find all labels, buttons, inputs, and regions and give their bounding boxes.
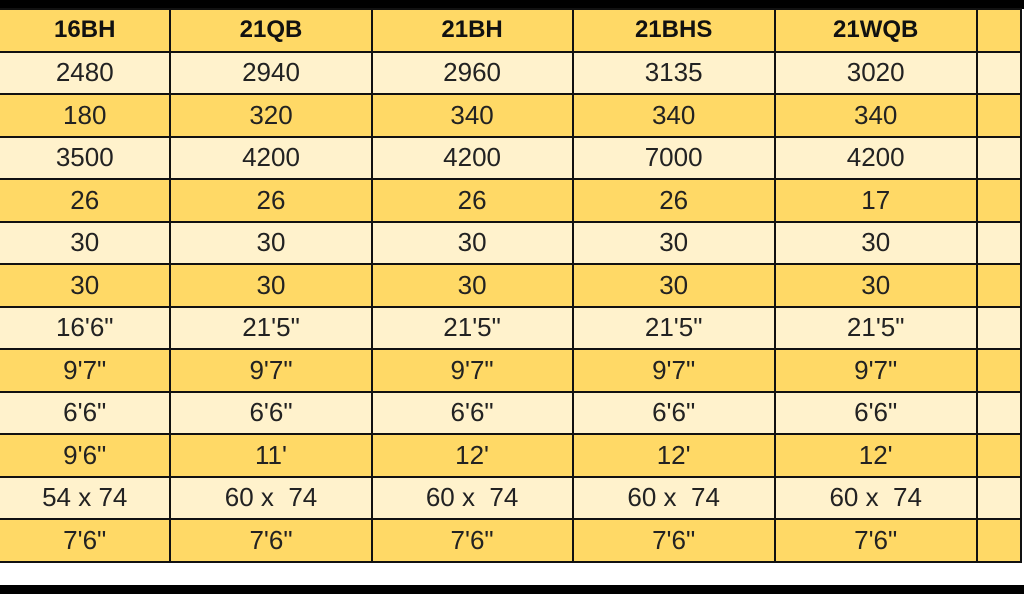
table-cell <box>975 348 1023 393</box>
table-cell: 12' <box>773 433 978 478</box>
table-cell: 7'6" <box>0 518 172 563</box>
table-cell: 30 <box>0 220 172 265</box>
table-cell: 26 <box>571 178 776 223</box>
table-cell: 340 <box>370 93 574 138</box>
table-cell: 30 <box>773 263 978 308</box>
table-cell <box>975 50 1023 95</box>
table-cell: 30 <box>169 263 373 308</box>
table-cell: 3020 <box>773 50 978 95</box>
table-row: 9'6" 11' 12' 12' 12' <box>0 433 1023 478</box>
table-cell: 3500 <box>0 135 172 180</box>
table-cell: 26 <box>370 178 574 223</box>
table-cell: 60 x 74 <box>773 475 978 520</box>
table-row: 6'6" 6'6" 6'6" 6'6" 6'6" <box>0 390 1023 435</box>
column-header: 21QB <box>169 8 373 53</box>
table-cell: 7'6" <box>169 518 373 563</box>
table-cell: 26 <box>0 178 172 223</box>
table-cell: 9'6" <box>0 433 172 478</box>
table-cell: 30 <box>169 220 373 265</box>
table-row: 9'7" 9'7" 9'7" 9'7" 9'7" <box>0 348 1023 393</box>
table-row: 30 30 30 30 30 <box>0 263 1023 308</box>
bottom-border <box>0 585 1024 594</box>
table-cell: 7'6" <box>370 518 574 563</box>
table-cell: 30 <box>571 263 776 308</box>
table-row: 7'6" 7'6" 7'6" 7'6" 7'6" <box>0 518 1023 563</box>
table-cell: 9'7" <box>773 348 978 393</box>
table-cell: 30 <box>0 263 172 308</box>
table-cell <box>975 135 1023 180</box>
table-cell: 7000 <box>571 135 776 180</box>
table-row: 16'6" 21'5" 21'5" 21'5" 21'5" <box>0 305 1023 350</box>
table-cell: 9'7" <box>571 348 776 393</box>
table-cell <box>975 518 1023 563</box>
table-cell: 9'7" <box>0 348 172 393</box>
table-cell: 9'7" <box>370 348 574 393</box>
table-cell: 30 <box>773 220 978 265</box>
column-header <box>975 8 1023 53</box>
table-cell: 4200 <box>169 135 373 180</box>
table-cell: 12' <box>370 433 574 478</box>
table-cell: 60 x 74 <box>370 475 574 520</box>
table-cell: 7'6" <box>773 518 978 563</box>
column-header: 21BHS <box>571 8 776 53</box>
table-cell: 2480 <box>0 50 172 95</box>
table-cell: 6'6" <box>571 390 776 435</box>
table-cell: 30 <box>571 220 776 265</box>
table-cell: 30 <box>370 220 574 265</box>
table-cell: 21'5" <box>370 305 574 350</box>
table-cell: 4200 <box>773 135 978 180</box>
spec-table: 16BH 21QB 21BH 21BHS 21WQB 2480 2940 2960 3135 3… <box>0 8 1023 563</box>
table-cell <box>975 263 1023 308</box>
table-cell: 30 <box>370 263 574 308</box>
table-cell: 54 x 74 <box>0 475 172 520</box>
table-cell: 6'6" <box>169 390 373 435</box>
table-cell: 12' <box>571 433 776 478</box>
table-cell: 4200 <box>370 135 574 180</box>
table-cell: 6'6" <box>370 390 574 435</box>
table-cell: 180 <box>0 93 172 138</box>
column-header: 16BH <box>0 8 172 53</box>
table-cell <box>975 220 1023 265</box>
table-cell <box>975 305 1023 350</box>
table-cell: 21'5" <box>571 305 776 350</box>
table-row: 2480 2940 2960 3135 3020 <box>0 50 1023 95</box>
table-cell <box>975 433 1023 478</box>
table-row: 30 30 30 30 30 <box>0 220 1023 265</box>
table-row: 54 x 74 60 x 74 60 x 74 60 x 74 60 x 74 <box>0 475 1023 520</box>
column-header: 21WQB <box>773 8 978 53</box>
table-cell: 60 x 74 <box>169 475 373 520</box>
table-cell: 320 <box>169 93 373 138</box>
table-cell: 340 <box>773 93 978 138</box>
table-cell: 26 <box>169 178 373 223</box>
table-cell: 3135 <box>571 50 776 95</box>
table-cell <box>975 390 1023 435</box>
header-row: 16BH 21QB 21BH 21BHS 21WQB <box>0 8 1023 53</box>
table-cell <box>975 475 1023 520</box>
table-cell: 7'6" <box>571 518 776 563</box>
table-row: 26 26 26 26 17 <box>0 178 1023 223</box>
table-cell: 21'5" <box>169 305 373 350</box>
table-cell: 60 x 74 <box>571 475 776 520</box>
column-header: 21BH <box>370 8 574 53</box>
table-cell: 21'5" <box>773 305 978 350</box>
table-row: 3500 4200 4200 7000 4200 <box>0 135 1023 180</box>
table-cell <box>975 93 1023 138</box>
table-cell: 2960 <box>370 50 574 95</box>
top-border <box>0 0 1024 9</box>
table-cell: 11' <box>169 433 373 478</box>
table-cell: 9'7" <box>169 348 373 393</box>
table-cell: 6'6" <box>0 390 172 435</box>
table-cell: 6'6" <box>773 390 978 435</box>
table-row: 180 320 340 340 340 <box>0 93 1023 138</box>
table-cell: 16'6" <box>0 305 172 350</box>
table-cell: 2940 <box>169 50 373 95</box>
table-cell: 340 <box>571 93 776 138</box>
table-cell <box>975 178 1023 223</box>
table-cell: 17 <box>773 178 978 223</box>
